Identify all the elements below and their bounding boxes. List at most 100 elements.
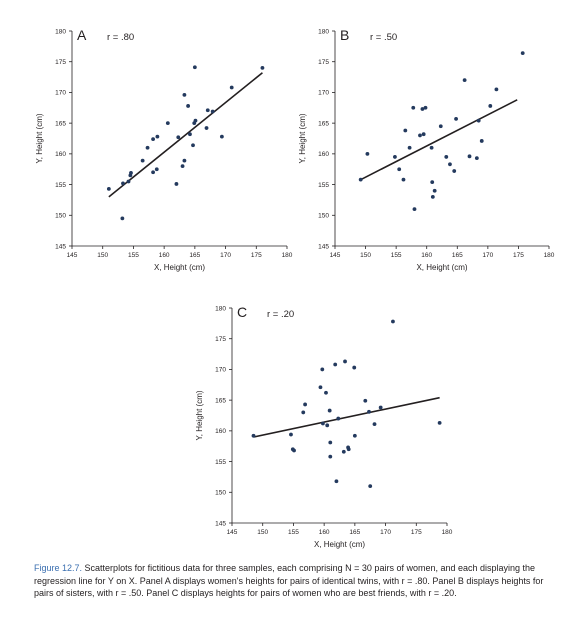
data-point <box>358 177 363 182</box>
data-point <box>327 408 332 413</box>
data-point <box>437 420 442 425</box>
y-tick-label: 165 <box>55 120 66 127</box>
x-tick-label: 160 <box>159 252 170 259</box>
data-point <box>186 104 191 108</box>
x-tick-label: 155 <box>391 252 402 259</box>
data-point <box>182 92 187 97</box>
data-point <box>154 167 159 172</box>
y-tick-label: 160 <box>318 151 329 158</box>
y-tick-label: 180 <box>55 28 66 35</box>
x-tick-label: 150 <box>360 252 371 259</box>
y-tick-label: 170 <box>318 90 329 97</box>
x-tick-label: 175 <box>411 529 422 536</box>
data-point <box>467 154 472 159</box>
y-tick-label: 175 <box>55 59 66 66</box>
data-point <box>462 78 467 83</box>
data-point <box>303 402 307 407</box>
data-point <box>321 421 325 426</box>
y-tick-label: 150 <box>215 490 226 497</box>
correlation-annotation: r = .50 <box>370 32 397 43</box>
y-axis-label: Y, Height (cm) <box>195 390 204 440</box>
data-point <box>204 126 209 130</box>
y-axis-label: Y, Height (cm) <box>298 113 307 163</box>
data-point <box>182 158 187 163</box>
x-tick-label: 175 <box>251 252 262 259</box>
data-point <box>341 449 346 454</box>
y-tick-label: 170 <box>55 90 66 97</box>
data-point <box>334 479 339 484</box>
data-point <box>336 416 341 421</box>
data-point <box>320 367 325 372</box>
panel-label: C <box>237 304 247 320</box>
data-point <box>140 158 145 163</box>
data-point <box>328 440 333 445</box>
data-point <box>401 177 406 182</box>
data-point <box>448 162 452 167</box>
panel-a: 145 150 155 160 165 170 175 180 145 150 155 160 165 1… <box>35 27 293 272</box>
y-tick-label: 150 <box>55 213 66 220</box>
regression-line <box>253 396 440 438</box>
x-tick-label: 180 <box>544 252 555 259</box>
scatterplot-figure: 145 150 155 160 165 170 175 180 145 150 155 160 165 1… <box>35 27 555 549</box>
data-point <box>165 121 170 126</box>
panel-c: 145 150 155 160 165 170 175 180 145 150 155 160 165 1… <box>195 304 453 549</box>
y-tick-label: 180 <box>318 28 329 35</box>
data-point <box>318 385 323 390</box>
data-point <box>430 180 435 185</box>
x-tick-label: 165 <box>189 252 200 259</box>
x-tick-label: 150 <box>257 529 268 536</box>
figure-caption: Figure 12.7. Scatterplots for fictitious… <box>34 562 556 600</box>
data-point <box>403 128 408 133</box>
x-tick-label: 155 <box>128 252 139 259</box>
y-tick-label: 145 <box>215 520 226 527</box>
panel-label: A <box>77 27 87 43</box>
data-point <box>488 104 493 108</box>
data-point <box>155 134 160 139</box>
y-tick-label: 180 <box>215 305 226 312</box>
data-point <box>343 359 347 364</box>
data-point <box>432 188 437 193</box>
data-point <box>421 132 426 137</box>
data-point <box>292 448 296 453</box>
data-point <box>420 107 425 111</box>
regression-line <box>108 72 263 198</box>
data-point <box>289 432 293 437</box>
data-point <box>219 134 224 139</box>
x-tick-label: 145 <box>67 252 78 259</box>
x-tick-label: 170 <box>482 252 493 259</box>
data-point <box>407 145 412 150</box>
data-point <box>412 207 417 212</box>
x-tick-label: 145 <box>227 529 238 536</box>
data-point <box>474 156 479 161</box>
x-tick-label: 155 <box>288 529 299 536</box>
x-tick-label: 170 <box>380 529 391 536</box>
data-point <box>429 145 434 150</box>
data-point <box>205 108 210 113</box>
correlation-annotation: r = .80 <box>107 32 134 43</box>
data-point <box>174 182 179 186</box>
y-tick-label: 160 <box>215 428 226 435</box>
x-tick-label: 175 <box>513 252 524 259</box>
x-tick-label: 145 <box>330 252 341 259</box>
x-tick-label: 180 <box>442 529 453 536</box>
data-point <box>120 216 125 221</box>
data-point <box>372 422 377 426</box>
data-point <box>301 410 306 415</box>
y-tick-label: 145 <box>318 243 329 250</box>
data-point <box>151 137 155 142</box>
data-point <box>328 454 333 459</box>
data-point <box>121 181 125 186</box>
figure-caption-text: Scatterplots for fictitious data for thr… <box>34 563 544 598</box>
x-tick-label: 165 <box>452 252 463 259</box>
x-axis-label: X, Height (cm) <box>416 263 467 272</box>
y-tick-label: 155 <box>55 182 66 189</box>
x-axis-label: X, Height (cm) <box>154 263 205 272</box>
data-point <box>229 85 234 90</box>
y-tick-label: 145 <box>55 243 66 250</box>
x-tick-label: 150 <box>97 252 108 259</box>
data-point <box>430 194 435 199</box>
data-point <box>106 186 111 191</box>
data-point <box>251 433 256 438</box>
data-point <box>346 447 351 452</box>
data-point <box>411 105 416 110</box>
